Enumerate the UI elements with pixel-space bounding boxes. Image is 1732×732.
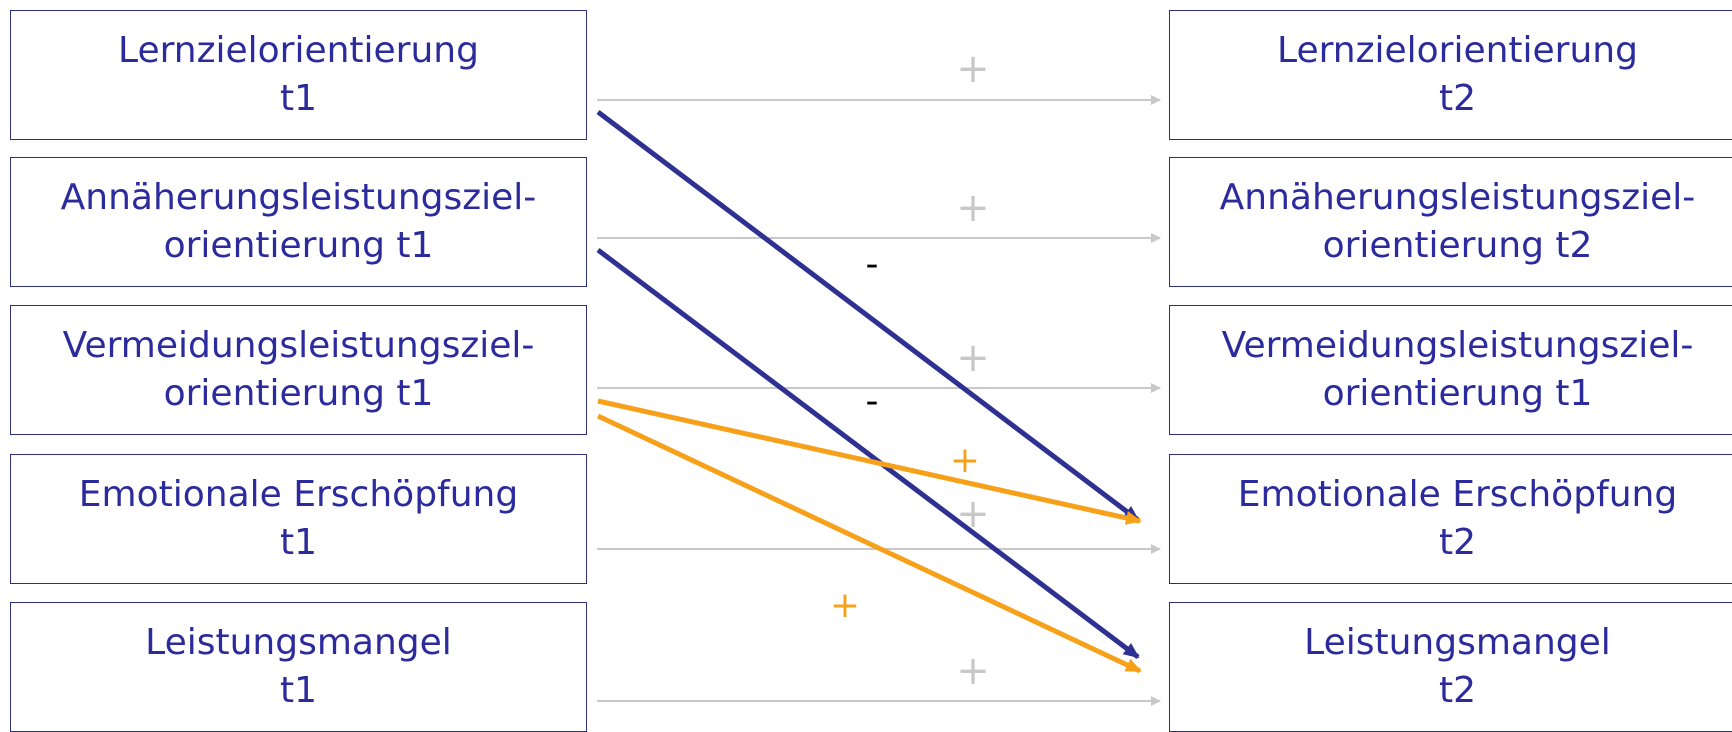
stability-sign-4: +: [956, 491, 990, 537]
box-label-line1: Leistungsmangel: [145, 622, 452, 663]
box-label-line1: Leistungsmangel: [1304, 622, 1611, 663]
box-label-line2: orientierung t1: [163, 225, 434, 266]
box-emotionale-erschoepfung-t1: Emotionale Erschöpfung t1: [10, 454, 587, 584]
box-annaeherungsleistungsziel-t2: Annäherungsleistungsziel- orientierung t…: [1169, 157, 1732, 287]
box-label-line2: t1: [279, 522, 318, 563]
box-label-line2: orientierung t1: [1322, 373, 1593, 414]
box-label-line2: t2: [1438, 78, 1477, 119]
box-vermeidungsleistungsziel-t1: Vermeidungsleistungsziel- orientierung t…: [10, 305, 587, 435]
box-lernzielorientierung-t2: Lernzielorientierung t2: [1169, 10, 1732, 140]
box-label-line1: Annäherungsleistungsziel-: [1219, 177, 1696, 218]
negative-arrow-lernziel-to-erschoepfung: [596, 110, 1140, 522]
stability-sign-5: +: [956, 648, 990, 694]
box-label-line2: t1: [279, 670, 318, 711]
positive-sign-2: +: [830, 585, 860, 626]
box-label-line2: t1: [279, 78, 318, 119]
negative-sign-2: -: [866, 381, 879, 422]
negative-arrow-annaeherung-to-leistungsmangel: [596, 248, 1140, 659]
stability-sign-2: +: [956, 185, 990, 231]
stability-sign-3: +: [956, 335, 990, 381]
box-label-line1: Vermeidungsleistungsziel-: [62, 325, 535, 366]
negative-sign-1: -: [866, 244, 879, 285]
box-label-line1: Annäherungsleistungsziel-: [60, 177, 537, 218]
positive-sign-1: +: [950, 440, 980, 481]
positive-arrow-vermeidung-to-leistungsmangel: [596, 413, 1142, 674]
box-label-line1: Lernzielorientierung: [118, 30, 479, 71]
positive-arrow-vermeidung-to-erschoepfung: [597, 398, 1142, 525]
box-emotionale-erschoepfung-t2: Emotionale Erschöpfung t2: [1169, 454, 1732, 584]
box-label-line2: t2: [1438, 522, 1477, 563]
box-label-line2: t2: [1438, 670, 1477, 711]
box-label-line1: Lernzielorientierung: [1277, 30, 1638, 71]
box-label-line2: orientierung t2: [1322, 225, 1593, 266]
box-annaeherungsleistungsziel-t1: Annäherungsleistungsziel- orientierung t…: [10, 157, 587, 287]
stability-sign-1: +: [956, 46, 990, 92]
box-label-line1: Emotionale Erschöpfung: [78, 474, 519, 515]
box-leistungsmangel-t2: Leistungsmangel t2: [1169, 602, 1732, 732]
box-label-line1: Emotionale Erschöpfung: [1237, 474, 1678, 515]
box-label-line1: Vermeidungsleistungsziel-: [1221, 325, 1694, 366]
box-leistungsmangel-t1: Leistungsmangel t1: [10, 602, 587, 732]
box-label-line2: orientierung t1: [163, 373, 434, 414]
box-vermeidungsleistungsziel-t2: Vermeidungsleistungsziel- orientierung t…: [1169, 305, 1732, 435]
box-lernzielorientierung-t1: Lernzielorientierung t1: [10, 10, 587, 140]
